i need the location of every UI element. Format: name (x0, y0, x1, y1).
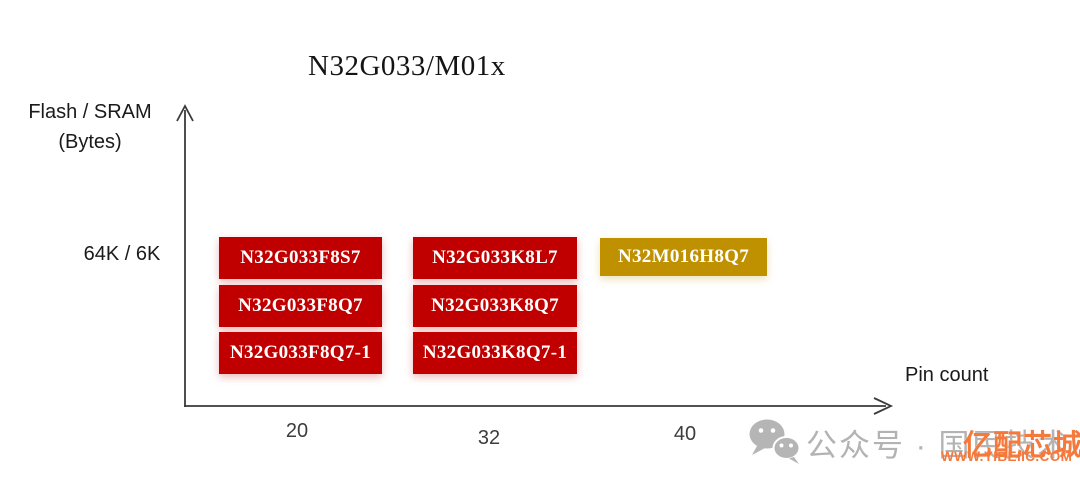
y-axis-arrow-icon (176, 104, 194, 122)
product-label: N32M016H8Q7 (617, 246, 749, 267)
y-axis-label: Flash / SRAM (Bytes) (14, 97, 166, 157)
product-label: N32G033K8L7 (432, 247, 558, 268)
x-axis-arrow-icon (873, 397, 894, 415)
wechat-icon (749, 419, 801, 464)
product-box-n32g033k8q7: N32G033K8Q7 (413, 285, 577, 327)
product-box-n32g033f8q7: N32G033F8Q7 (219, 285, 382, 327)
diagram-title: N32G033/M01x (308, 50, 506, 82)
yibei-site-url: WWW.YIBEIIC.COM (941, 449, 1073, 464)
product-box-n32g033f8q7-1: N32G033F8Q7-1 (219, 332, 382, 374)
product-label: N32G033K8Q7-1 (422, 342, 568, 363)
x-tick-32: 32 (477, 427, 501, 449)
product-label: N32G033F8S7 (240, 247, 361, 268)
product-box-n32m016h8q7: N32M016H8Q7 (600, 238, 767, 276)
x-tick-40: 40 (673, 423, 697, 445)
product-box-n32g033k8q7-1: N32G033K8Q7-1 (413, 332, 577, 374)
y-axis-tick-64k: 64K / 6K (83, 243, 161, 265)
wechat-account-watermark: 公众号 · 国民技术 (806, 428, 1071, 463)
product-label: N32G033F8Q7 (238, 295, 363, 316)
x-tick-20: 20 (285, 420, 309, 442)
product-label: N32G033K8Q7 (431, 295, 559, 316)
y-axis-label-line1: Flash / SRAM (28, 101, 152, 123)
product-box-n32g033f8s7: N32G033F8S7 (219, 237, 382, 279)
product-label: N32G033F8Q7-1 (229, 342, 372, 363)
yibei-logo-text: 亿配芯城 (963, 430, 1080, 462)
product-box-n32g033k8l7: N32G033K8L7 (413, 237, 577, 279)
x-axis-label: Pin count (905, 364, 989, 386)
y-axis-label-line2: (Bytes) (58, 131, 122, 153)
